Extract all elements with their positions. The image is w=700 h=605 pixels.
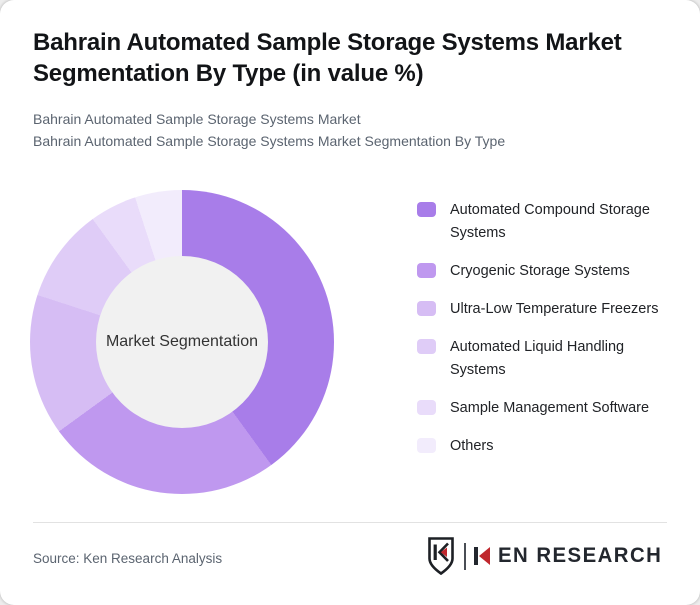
legend-color-swatch: [417, 202, 436, 217]
legend-item[interactable]: Automated Compound Storage Systems: [417, 199, 675, 245]
logo-brand-text: EN RESEARCH: [497, 544, 662, 567]
legend-color-swatch: [417, 400, 436, 415]
legend-item[interactable]: Ultra-Low Temperature Freezers: [417, 298, 675, 321]
logo-k-bar: [473, 547, 478, 565]
legend-color-swatch: [417, 339, 436, 354]
logo-k-triangle-icon: [478, 547, 490, 565]
legend-item-label: Ultra-Low Temperature Freezers: [450, 301, 659, 317]
footer-divider: [33, 522, 667, 523]
donut-center: Market Segmentation: [96, 256, 268, 428]
ken-research-logo[interactable]: EN RESEARCH: [426, 537, 667, 575]
legend-item[interactable]: Sample Management Software: [417, 397, 675, 420]
legend-color-swatch: [417, 263, 436, 278]
legend-item-label: Automated Compound Storage Systems: [450, 202, 650, 241]
chart-subtitles: Bahrain Automated Sample Storage Systems…: [33, 108, 673, 152]
legend-item-label: Sample Management Software: [450, 400, 650, 416]
legend-color-swatch: [417, 438, 436, 453]
subtitle-line-1: Bahrain Automated Sample Storage Systems…: [33, 111, 361, 127]
chart-legend: Automated Compound Storage Systems Cryog…: [417, 199, 675, 458]
subtitle-line-2: Bahrain Automated Sample Storage Systems…: [33, 133, 506, 149]
donut-chart-area: Market Segmentation: [30, 190, 334, 494]
donut-center-label: Market Segmentation: [105, 333, 259, 350]
legend-item-label: Others: [450, 438, 494, 454]
logo-separator: [463, 542, 466, 570]
legend-item[interactable]: Cryogenic Storage Systems: [417, 260, 675, 283]
shield-k-icon: [427, 537, 454, 575]
legend-color-swatch: [417, 301, 436, 316]
legend-item[interactable]: Automated Liquid Handling Systems: [417, 336, 675, 382]
legend-item-label: Automated Liquid Handling Systems: [450, 339, 625, 378]
page-title: Bahrain Automated Sample Storage Systems…: [33, 29, 622, 87]
logo-k-glyph: [473, 547, 490, 565]
legend-item[interactable]: Others: [417, 435, 675, 458]
legend-item-label: Cryogenic Storage Systems: [450, 263, 630, 279]
source-note: Source: Ken Research Analysis: [33, 551, 223, 566]
